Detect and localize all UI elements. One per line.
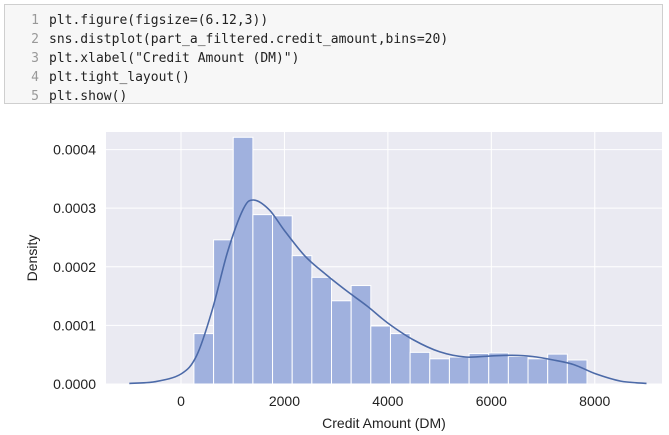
histogram-bar <box>468 353 490 385</box>
code-text: sns.distplot(part_a_filtered.credit_amou… <box>49 32 449 47</box>
histogram-bar <box>252 214 274 385</box>
x-tick-label: 8000 <box>579 393 610 409</box>
code-text: plt.show() <box>49 89 128 104</box>
x-tick-label: 0 <box>177 393 185 409</box>
histogram-bar <box>409 351 431 385</box>
y-tick-label: 0.0002 <box>53 259 96 275</box>
histogram-bar <box>566 359 588 385</box>
code-line[interactable]: 1 plt.figure(figsize=(6.12,3)) <box>5 11 662 30</box>
histogram-bar <box>272 215 293 385</box>
histogram-bar <box>213 239 234 385</box>
y-tick-label: 0.0001 <box>53 317 96 333</box>
histogram-bar <box>429 358 450 385</box>
histogram-bar <box>331 300 352 385</box>
code-text: plt.xlabel("Credit Amount (DM)") <box>49 51 300 66</box>
histogram-bar <box>350 285 372 385</box>
code-text: plt.figure(figsize=(6.12,3)) <box>49 13 269 28</box>
histogram-bar <box>448 356 470 385</box>
histogram-bar <box>488 352 509 385</box>
histogram-bar <box>232 136 254 385</box>
histogram-bar <box>193 333 215 385</box>
x-tick-label: 4000 <box>372 393 403 409</box>
histogram-bar <box>507 355 529 385</box>
x-axis-label: Credit Amount (DM) <box>322 415 446 431</box>
histogram-bar <box>389 333 411 385</box>
code-line[interactable]: 2 sns.distplot(part_a_filtered.credit_amo… <box>5 30 662 49</box>
line-number: 5 <box>31 89 39 104</box>
x-tick-label: 2000 <box>269 393 300 409</box>
line-number: 3 <box>31 51 39 66</box>
code-line[interactable]: 5 plt.show() <box>5 87 662 106</box>
line-number: 1 <box>31 13 39 28</box>
histogram-bar <box>547 353 568 385</box>
y-tick-label: 0.0000 <box>53 376 96 392</box>
y-tick-label: 0.0003 <box>53 200 96 216</box>
code-text: plt.tight_layout() <box>49 70 190 85</box>
histogram-bar <box>311 276 333 385</box>
code-line[interactable]: 3 plt.xlabel("Credit Amount (DM)") <box>5 49 662 68</box>
x-tick-label: 6000 <box>476 393 507 409</box>
line-number: 2 <box>31 32 39 47</box>
histogram-bar <box>527 358 549 385</box>
y-axis-label: Density <box>24 235 40 282</box>
histogram-bar <box>291 255 313 385</box>
line-number: 4 <box>31 70 39 85</box>
code-cell[interactable]: 1 plt.figure(figsize=(6.12,3)) 2 sns.distpl… <box>4 4 663 104</box>
y-tick-label: 0.0004 <box>53 142 96 158</box>
kde-line <box>129 199 647 385</box>
histogram-bar <box>370 325 391 385</box>
code-line[interactable]: 4 plt.tight_layout() <box>5 68 662 87</box>
